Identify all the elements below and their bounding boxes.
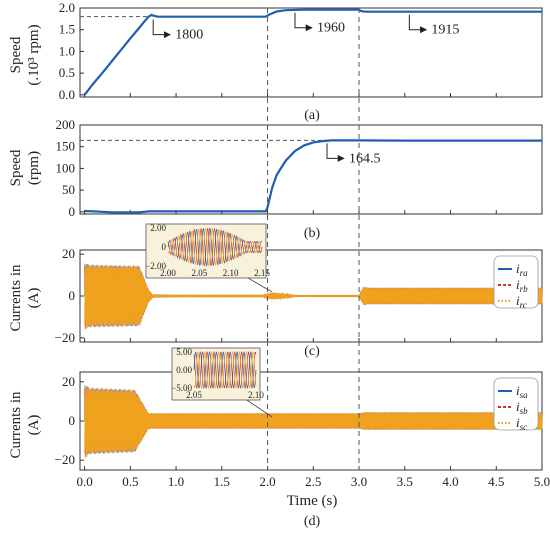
x-tick-label: 4.0 [442, 474, 458, 489]
annotation-label: 1915 [431, 23, 459, 38]
inset-x-tick: 2.10 [248, 390, 264, 400]
x-tick-label: 0.5 [122, 474, 138, 489]
annotation-label: 1800 [175, 28, 203, 43]
y-tick-label: −20 [55, 452, 75, 467]
panel-a-label: (a) [304, 108, 320, 123]
y-tick-label: 150 [56, 139, 76, 154]
inset-trace [193, 350, 257, 390]
inset-x-tick: 2.00 [160, 268, 176, 278]
y-tick-label: 50 [62, 182, 75, 197]
annotation-arrow [326, 143, 345, 162]
y-tick-label: 0.5 [59, 65, 75, 80]
x-tick-label: 1.0 [168, 474, 184, 489]
legend-label: isc [516, 415, 527, 432]
y-tick-label: 20 [62, 246, 75, 261]
panel-d-label: (d) [304, 514, 321, 529]
speed-series-line [83, 8, 542, 96]
y-tick-label: 1.5 [59, 22, 75, 37]
inset-x-tick: 2.15 [254, 268, 270, 278]
x-tick-label: 0.0 [76, 474, 92, 489]
y-tick-label: 0 [69, 413, 76, 428]
panel-a-ylabel-line2: (.10³ rpm) [26, 24, 42, 85]
panel-d-ylabel-line1: Currents in [8, 391, 24, 459]
inset-trace [167, 227, 263, 268]
panel-b-label: (b) [304, 226, 321, 241]
inset-x-tick: 2.10 [223, 268, 239, 278]
legend-label: irc [516, 293, 527, 310]
panel-b-plot: 0 50 100 150 200 164.5 [56, 117, 543, 219]
panel-d: Currents in (A) −20020isaisbisc5.000.00−… [8, 347, 543, 471]
y-tick-label: 100 [56, 160, 76, 175]
speed-series-line [84, 139, 542, 214]
inset-x-tick: 2.05 [186, 390, 202, 400]
inset-y-tick: −2.00 [145, 261, 166, 271]
annotation-arrow [408, 14, 428, 34]
panel-b-ylabel-line2: (rpm) [26, 151, 42, 185]
y-tick-label: −20 [55, 330, 75, 345]
x-tick-label: 4.5 [488, 474, 504, 489]
inset-trace [193, 350, 257, 390]
inset-trace [167, 227, 263, 266]
annotation-arrow [152, 19, 171, 39]
annotation-arrow [294, 12, 313, 32]
x-tick-label: 3.5 [397, 474, 413, 489]
x-axis-label: Time (s) [287, 493, 338, 509]
y-tick-label: 0 [69, 288, 76, 303]
panel-b-ylabel-line1: Speed [8, 149, 24, 186]
inset-y-tick: 0.00 [176, 365, 192, 375]
annotation-label: 1960 [317, 21, 345, 36]
panel-d-ylabel-line2: (A) [26, 415, 42, 436]
current-envelope [86, 388, 543, 454]
annotation-label: 164.5 [349, 151, 381, 166]
inset-y-tick: 5.00 [176, 347, 192, 357]
event-lines [267, 8, 360, 470]
inset-y-tick: −5.00 [171, 383, 192, 393]
panel-a-plot: 0.0 0.5 1.0 1.5 2.0 1800 1960 1915 [59, 0, 543, 102]
panel-b: Speed (rpm) 0 50 100 150 200 164.5 (b) [8, 117, 543, 241]
x-tick-label: 3.0 [351, 474, 367, 489]
panel-c-ylabel-line2: (A) [26, 288, 42, 309]
y-tick-label: 20 [62, 374, 75, 389]
panel-a-ylabel-line1: Speed [8, 36, 24, 73]
panel-c: Currents in (A) −20020irairbirc2.000−2.0… [8, 223, 543, 359]
current-envelope [86, 266, 543, 326]
x-tick-label: 2.0 [259, 474, 275, 489]
x-tick-label: 1.5 [214, 474, 230, 489]
x-tick-label: 5.0 [534, 474, 550, 489]
inset-pointer [247, 277, 273, 293]
inset-x-tick: 2.05 [191, 268, 207, 278]
y-tick-label: 0.0 [59, 87, 75, 102]
panel-a: Speed (.10³ rpm) 0.0 0.5 1.0 1.5 2.0 1800 1960… [8, 0, 543, 123]
y-tick-label: 0 [69, 204, 76, 219]
inset-trace [193, 350, 257, 390]
inset-trace [167, 227, 263, 267]
panel-c-label: (c) [304, 344, 320, 359]
plot-frame [79, 7, 543, 98]
x-tick-label: 2.5 [305, 474, 321, 489]
x-axis: 0.0 0.5 1.0 1.5 2.0 2.5 3.0 3.5 4.0 4.5 5.0 [76, 474, 550, 489]
inset-y-tick: 0 [162, 242, 167, 252]
y-tick-label: 2.0 [59, 0, 75, 15]
panel-c-ylabel-line1: Currents in [8, 264, 24, 332]
y-tick-label: 200 [56, 117, 76, 132]
y-tick-label: 1.0 [59, 43, 75, 58]
inset-y-tick: 2.00 [150, 223, 166, 233]
plot-frame [79, 124, 543, 215]
